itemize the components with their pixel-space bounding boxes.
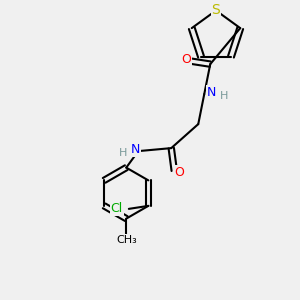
Text: N: N [207,86,216,99]
Text: H: H [119,148,128,158]
Text: CH₃: CH₃ [116,235,136,244]
Text: N: N [130,143,140,156]
Text: H: H [220,91,228,100]
Text: O: O [174,166,184,178]
Text: S: S [212,4,220,17]
Text: O: O [181,53,191,66]
Text: Cl: Cl [111,202,123,215]
